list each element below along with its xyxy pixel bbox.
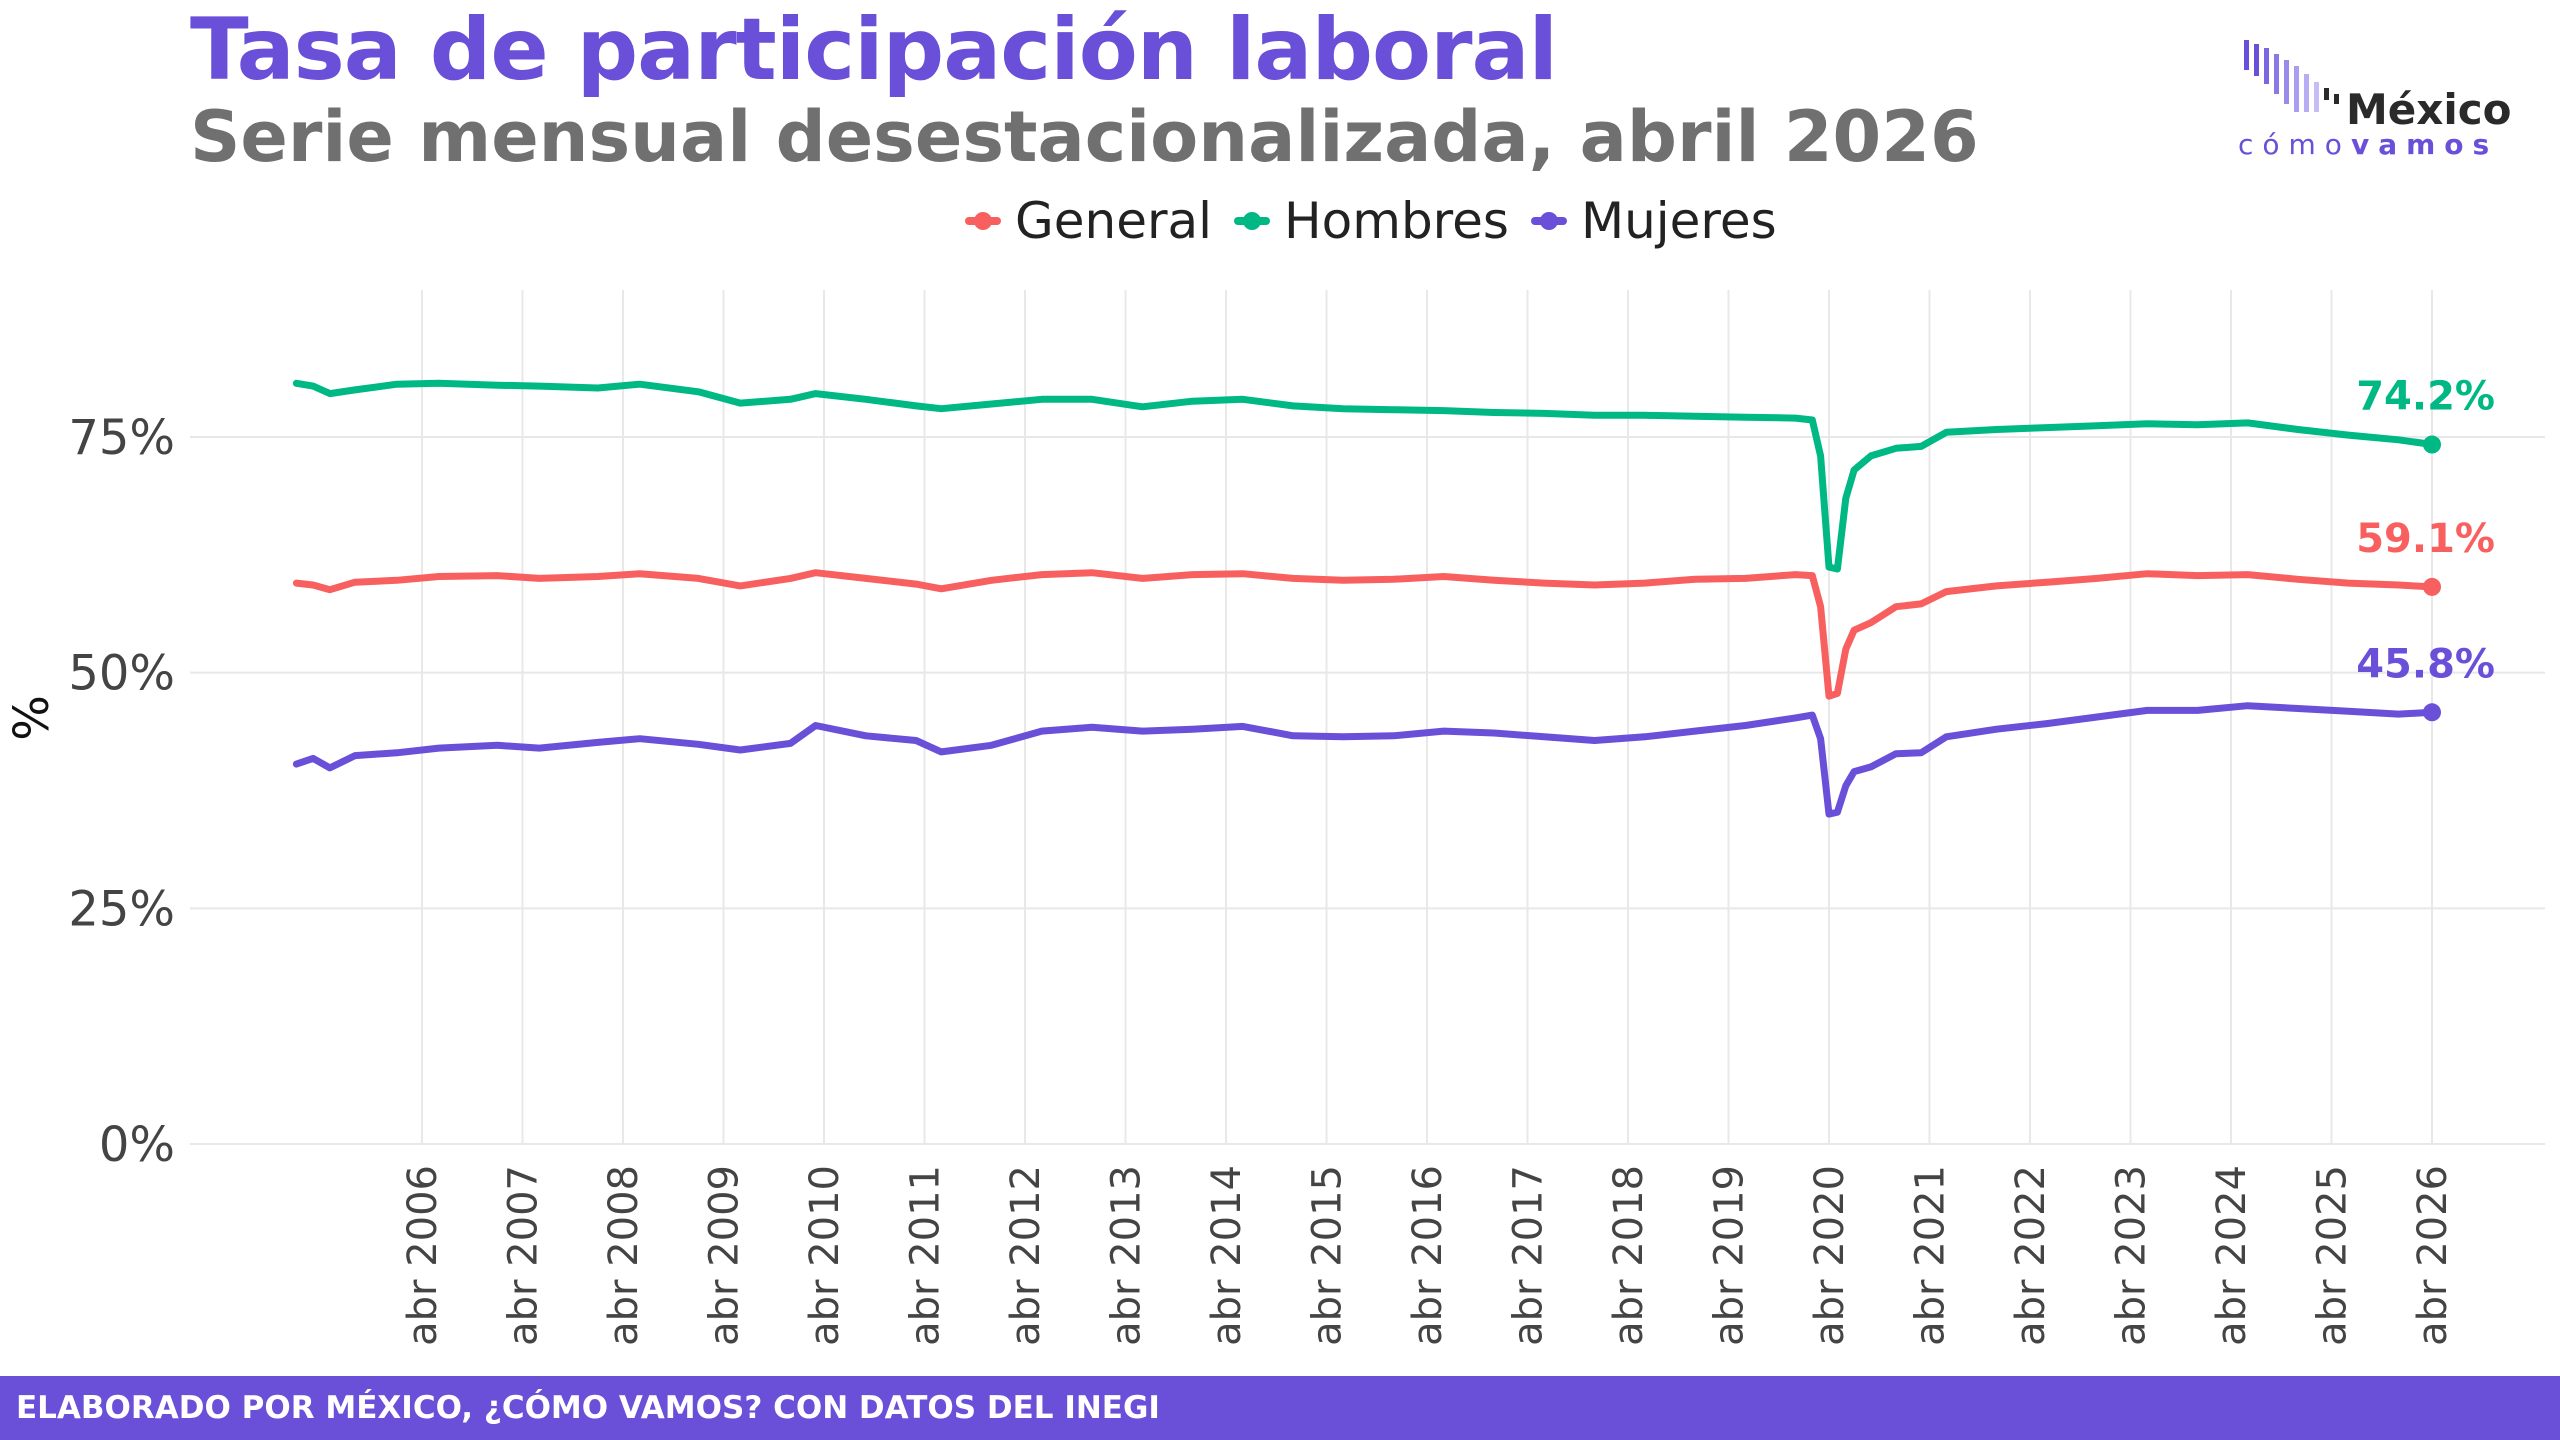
x-tick-label: abr 2023 — [2109, 1165, 2155, 1346]
legend-label-hombres: Hombres — [1284, 192, 1509, 250]
x-tick-label: abr 2024 — [2209, 1165, 2255, 1346]
x-tick-label: abr 2016 — [1405, 1165, 1451, 1346]
legend-label-general: General — [1015, 192, 1213, 250]
footer-credit: ELABORADO POR MÉXICO, ¿CÓMO VAMOS? CON D… — [16, 1390, 1160, 1426]
logo-tagline-light: cómo — [2238, 128, 2351, 161]
x-tick-label: abr 2021 — [1908, 1165, 1954, 1346]
x-tick-label: abr 2017 — [1506, 1165, 1552, 1346]
x-tick-label: abr 2018 — [1606, 1165, 1652, 1346]
x-tick-label: abr 2007 — [501, 1165, 547, 1346]
legend-key-mujeres-icon — [1530, 212, 1567, 230]
series-endpoint-hombres — [2423, 435, 2441, 454]
legend-item-hombres: Hombres — [1234, 192, 1509, 250]
series-line-general — [292, 569, 2436, 700]
end-label-mujeres: 45.8% — [2356, 641, 2495, 687]
chart-title: Tasa de participación laboral — [190, 0, 1558, 100]
y-tick-label: 50% — [68, 646, 175, 702]
x-tick-label: abr 2011 — [903, 1165, 949, 1346]
x-tick-label: abr 2013 — [1104, 1165, 1150, 1346]
legend-item-general: General — [965, 192, 1212, 250]
logo-tagline: cómovamos — [2238, 128, 2498, 161]
x-tick-label: abr 2019 — [1707, 1165, 1753, 1346]
series-endpoint-mujeres — [2423, 703, 2441, 722]
y-axis-label: % — [4, 695, 60, 741]
x-tick-label: abr 2020 — [1807, 1165, 1853, 1346]
legend-item-mujeres: Mujeres — [1530, 192, 1777, 250]
x-tick-label: abr 2025 — [2310, 1165, 2356, 1346]
series-line-mujeres — [292, 702, 2436, 818]
x-tick-label: abr 2008 — [601, 1165, 647, 1346]
y-tick-label: 0% — [99, 1117, 175, 1173]
logo-tagline-bold: vamos — [2350, 128, 2499, 161]
y-tick-label: 25% — [68, 881, 175, 937]
x-tick-label: abr 2009 — [702, 1165, 748, 1346]
series-line-hombres — [292, 379, 2436, 573]
x-tick-label: abr 2006 — [400, 1165, 446, 1346]
x-tick-label: abr 2022 — [2008, 1165, 2054, 1346]
end-label-hombres: 74.2% — [2356, 374, 2495, 420]
line-chart: 0% 25% 50% 75% abr 2006 abr 2007 abr 2008 abr 2… — [4, 290, 2545, 1346]
legend-key-hombres-icon — [1234, 212, 1271, 230]
bar-chart-logo-icon — [2244, 40, 2339, 112]
x-tick-label: abr 2014 — [1204, 1165, 1250, 1346]
footer-bar: ELABORADO POR MÉXICO, ¿CÓMO VAMOS? CON D… — [0, 1376, 2560, 1440]
series-endpoint-general — [2423, 577, 2441, 596]
end-label-general: 59.1% — [2356, 516, 2495, 562]
x-tick-label: abr 2012 — [1003, 1165, 1049, 1346]
legend-key-general-icon — [965, 212, 1001, 230]
y-tick-label: 75% — [68, 410, 175, 466]
mexico-como-vamos-logo: México cómovamos — [2230, 30, 2530, 161]
x-tick-label: abr 2010 — [802, 1165, 848, 1346]
legend-label-mujeres: Mujeres — [1580, 192, 1777, 250]
chart-legend: General Hombres Mujeres — [965, 192, 1777, 250]
logo-wordmark: México — [2346, 85, 2512, 134]
x-tick-label: abr 2026 — [2410, 1165, 2456, 1346]
chart-subtitle: Serie mensual desestacionalizada, abril … — [190, 96, 1979, 178]
x-tick-label: abr 2015 — [1305, 1165, 1351, 1346]
